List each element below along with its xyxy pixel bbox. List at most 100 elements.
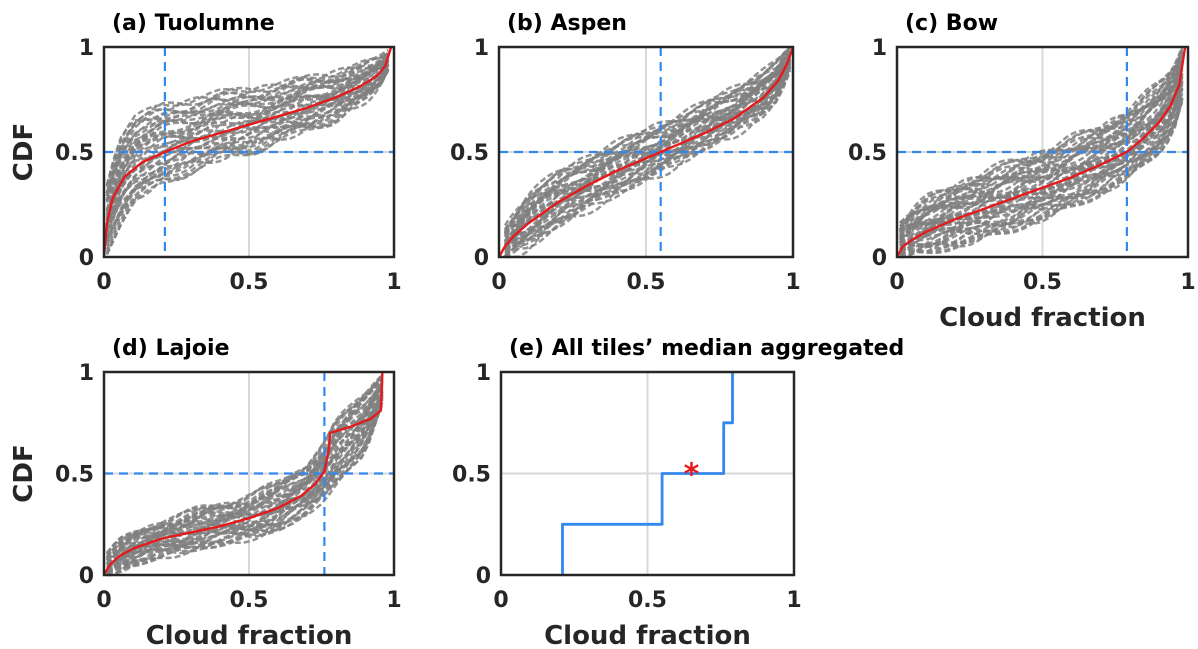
- tile-curve-20: [899, 77, 1184, 248]
- tile-curve-17: [105, 56, 390, 220]
- tile-curve-17: [503, 59, 792, 244]
- y-tick-label: 0.5: [55, 141, 94, 166]
- tile-curve-39: [503, 47, 791, 235]
- axes-frame: [102, 45, 396, 259]
- tile-curve-27: [503, 52, 792, 242]
- tile-curve-38: [105, 48, 389, 186]
- tile-curve-0: [504, 64, 792, 259]
- tile-curve-13: [105, 67, 390, 231]
- y-tick-label: 0.5: [55, 463, 94, 488]
- tile-curve-39: [105, 53, 389, 188]
- tile-curve-29: [105, 382, 384, 565]
- tile-curve-12: [899, 82, 1184, 247]
- tile-curve-40: [899, 50, 1184, 228]
- tile-curve-3: [504, 67, 792, 254]
- aggregate-cdf-line: [102, 371, 384, 576]
- tile-curve-35: [899, 56, 1184, 232]
- y-axis-label: CDF: [9, 123, 39, 181]
- tile-curve-20: [105, 391, 384, 566]
- y-tick-label: 0: [476, 564, 491, 589]
- axes-frame: [102, 370, 396, 577]
- y-tick-label: 0.5: [452, 463, 491, 488]
- aggregate-cdf-line: [102, 46, 393, 258]
- tile-curve-24: [105, 57, 390, 212]
- tile-curve-9: [504, 66, 792, 258]
- tile-curve-14: [899, 86, 1184, 255]
- tile-curve-4: [106, 401, 384, 572]
- tile-curve-37: [503, 46, 792, 227]
- x-tick-label: 1: [386, 270, 401, 295]
- x-tick-label: 0: [889, 270, 904, 295]
- tile-curve-5: [106, 396, 384, 577]
- tile-curve-20: [105, 54, 390, 216]
- tile-curve-32: [105, 51, 390, 193]
- panel-b: 0 0.5 1 0 0.5 1 (b) Aspen: [450, 11, 801, 295]
- x-tick-label: 1: [1180, 270, 1195, 295]
- x-tick-label: 0: [96, 270, 111, 295]
- tile-curve-10: [899, 84, 1184, 248]
- panel-title: (a) Tuolumne: [112, 11, 275, 36]
- tile-curve-1: [105, 68, 390, 256]
- tile-curve-8: [504, 59, 792, 248]
- axes-frame: [499, 370, 796, 577]
- x-tick-label: 0.5: [230, 588, 269, 613]
- tile-curve-39: [898, 59, 1184, 231]
- tile-curve-38: [105, 373, 384, 554]
- x-axis-label: Cloud fraction: [146, 621, 353, 649]
- x-tick-label: 0: [96, 588, 111, 613]
- y-tick-label: 1: [79, 361, 94, 386]
- tile-curve-5: [899, 97, 1184, 256]
- axes-frame: [895, 45, 1190, 259]
- tile-curve-3: [899, 98, 1184, 259]
- x-tick-label: 0.5: [230, 270, 269, 295]
- x-tick-label: 0: [493, 588, 508, 613]
- tile-curve-18: [899, 76, 1184, 247]
- tile-curve-39: [105, 374, 384, 555]
- y-tick-label: 0.5: [848, 141, 887, 166]
- y-tick-label: 1: [79, 36, 94, 61]
- x-axis-label: Cloud fraction: [939, 303, 1146, 333]
- tile-curve-23: [105, 60, 390, 215]
- tile-curve-2: [105, 69, 390, 253]
- panel-c: 0 0.5 1 0 0.5 1 (c) Bow Cloud fraction: [848, 11, 1196, 333]
- tile-curve-37: [105, 55, 390, 186]
- panel-a: 0 0.5 1 0 0.5 1 (a) Tuolumne CDF: [9, 11, 402, 295]
- tile-curve-34: [899, 64, 1184, 242]
- aggregated-median-marker: *: [684, 458, 700, 493]
- panel-e: * 0 0.5 1 0 0.5 1 (e) All tiles’ median aggrega…: [452, 336, 904, 649]
- panel-title: (d) Lajoie: [112, 336, 230, 361]
- tile-curve-9: [899, 88, 1184, 257]
- tile-curve-35: [105, 51, 389, 194]
- x-axis-label: Cloud fraction: [544, 621, 751, 649]
- y-tick-label: 0: [872, 246, 887, 271]
- tile-curve-32: [898, 68, 1184, 244]
- tile-curve-35: [503, 52, 792, 236]
- tile-curve-9: [106, 393, 384, 574]
- panel-title: (b) Aspen: [507, 11, 627, 36]
- aggregate-cdf-line: [497, 46, 795, 258]
- tile-curve-29: [105, 53, 390, 201]
- panel-title: (e) All tiles’ median aggregated: [509, 336, 904, 361]
- y-tick-label: 1: [476, 361, 491, 386]
- y-tick-label: 0.5: [450, 141, 489, 166]
- median-step-line: [561, 372, 734, 575]
- panel-d: 0 0.5 1 0 0.5 1 (d) Lajoie Cloud fraction CDF: [9, 336, 402, 649]
- tile-curve-8: [899, 88, 1184, 250]
- x-tick-label: 1: [386, 588, 401, 613]
- x-tick-label: 1: [785, 270, 800, 295]
- tile-curve-41: [898, 59, 1184, 238]
- x-tick-label: 0.5: [1023, 270, 1062, 295]
- panel-title: (c) Bow: [905, 11, 998, 36]
- y-tick-label: 1: [474, 36, 489, 61]
- tile-curve-49: [898, 52, 1184, 231]
- axes-frame: [497, 45, 795, 259]
- tile-curve-22: [899, 75, 1184, 247]
- y-tick-label: 1: [872, 36, 887, 61]
- x-tick-label: 1: [786, 588, 801, 613]
- x-tick-label: 0.5: [628, 588, 667, 613]
- y-tick-label: 0: [79, 246, 94, 271]
- x-tick-label: 0.5: [627, 270, 666, 295]
- y-tick-label: 0: [474, 246, 489, 271]
- x-tick-label: 0: [491, 270, 506, 295]
